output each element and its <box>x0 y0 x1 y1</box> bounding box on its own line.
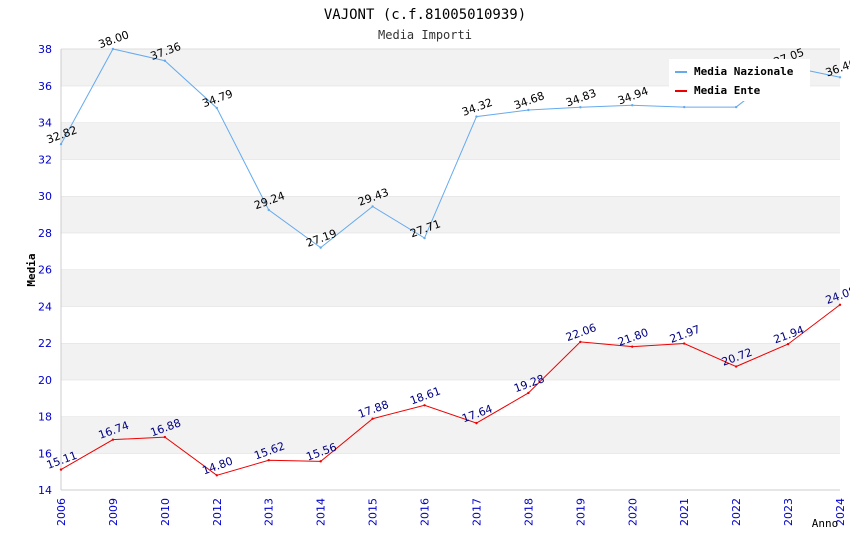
y-tick-label: 14 <box>38 484 52 497</box>
y-tick-label: 38 <box>38 43 52 56</box>
x-tick-label: 2022 <box>730 498 743 526</box>
grid-band <box>61 343 840 380</box>
grid-band <box>61 269 840 307</box>
series-line-media-ente <box>60 304 841 476</box>
grid-band <box>61 306 840 343</box>
data-point <box>267 208 270 212</box>
grid-band <box>61 122 840 160</box>
data-point <box>734 365 738 368</box>
grid-band <box>61 453 840 490</box>
data-point <box>423 236 426 240</box>
chart-title: VAJONT (c.f.81005010939) <box>324 7 526 23</box>
x-tick-label: 2024 <box>834 498 847 526</box>
x-tick-label: 2023 <box>782 498 795 526</box>
x-tick-label: 2017 <box>470 498 483 526</box>
data-point <box>475 421 478 425</box>
data-point <box>163 59 167 62</box>
data-point <box>319 460 322 463</box>
x-tick-label: 2018 <box>522 498 535 526</box>
data-point <box>734 105 738 109</box>
x-axis-label: Anno <box>812 517 839 530</box>
data-point <box>267 459 270 462</box>
grid-band <box>61 379 840 417</box>
data-point <box>111 47 115 51</box>
data-point <box>215 106 218 110</box>
legend: Media Nazionale Media Ente <box>669 59 810 101</box>
data-point <box>163 435 167 439</box>
data-point <box>631 345 634 348</box>
y-tick-label: 36 <box>38 80 52 93</box>
y-tick-label: 26 <box>38 264 52 277</box>
x-tick-label: 2016 <box>419 498 432 526</box>
x-tick-label: 2021 <box>678 498 691 526</box>
y-tick-label: 18 <box>38 411 52 424</box>
data-point <box>59 468 63 471</box>
y-tick-label: 30 <box>38 190 52 203</box>
data-point <box>579 106 582 109</box>
x-tick-label: 2012 <box>211 498 224 526</box>
grid-band <box>61 416 840 454</box>
y-tick-label: 20 <box>38 374 52 387</box>
legend-box <box>669 59 810 101</box>
data-point <box>423 404 426 407</box>
legend-label-media-nazionale: Media Nazionale <box>694 65 794 78</box>
y-tick-label: 16 <box>38 447 52 460</box>
data-point <box>683 342 686 345</box>
grid-band <box>61 232 840 270</box>
data-point <box>631 104 634 107</box>
series-line-media-nazionale <box>60 48 841 249</box>
data-point <box>111 438 115 441</box>
data-point <box>579 340 582 344</box>
data-point <box>527 108 530 112</box>
data-point <box>371 205 374 208</box>
x-tick-label: 2010 <box>159 498 172 526</box>
legend-label-media-ente: Media Ente <box>694 84 761 97</box>
x-tick-label: 2014 <box>315 498 328 526</box>
y-tick-label: 34 <box>38 117 52 130</box>
chart-subtitle: Media Importi <box>378 28 472 42</box>
data-label: 38.00 <box>97 28 131 51</box>
data-point <box>527 391 530 395</box>
data-point <box>371 417 374 420</box>
data-point <box>59 142 63 146</box>
data-point <box>319 246 322 249</box>
data-point <box>475 115 478 118</box>
y-tick-label: 22 <box>38 337 52 350</box>
y-tick-label: 24 <box>38 300 52 313</box>
x-tick-label: 2009 <box>107 498 120 526</box>
x-tick-label: 2015 <box>367 498 380 526</box>
x-tick-label: 2006 <box>55 498 68 526</box>
y-axis-label: Media <box>25 253 38 286</box>
data-point <box>838 303 842 306</box>
data-point <box>683 105 686 109</box>
data-point <box>215 474 218 477</box>
y-tick-label: 32 <box>38 153 52 166</box>
grid-band <box>61 196 840 233</box>
y-tick-label: 28 <box>38 227 52 240</box>
x-tick-label: 2013 <box>263 498 276 526</box>
data-point <box>838 76 842 79</box>
x-tick-label: 2020 <box>626 498 639 526</box>
x-tick-label: 2019 <box>574 498 587 526</box>
data-point <box>786 342 790 346</box>
